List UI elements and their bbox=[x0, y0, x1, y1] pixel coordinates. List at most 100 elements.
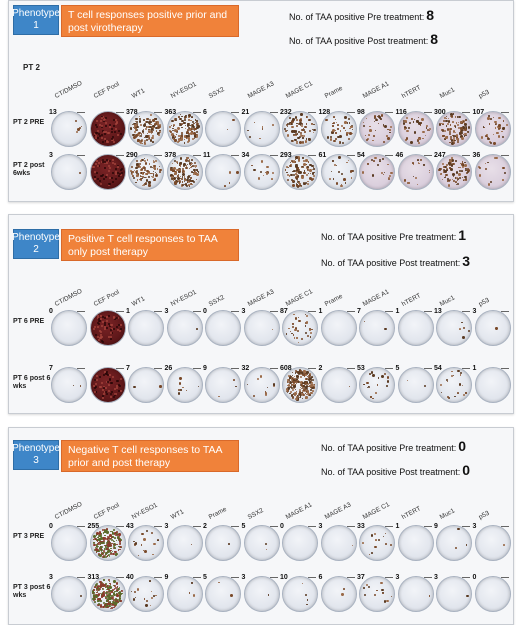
spot bbox=[387, 128, 389, 131]
spot bbox=[185, 165, 188, 167]
spot bbox=[110, 337, 113, 340]
spot bbox=[119, 329, 122, 332]
spot bbox=[489, 140, 492, 143]
spot bbox=[304, 379, 307, 381]
spot bbox=[181, 131, 184, 134]
spot bbox=[115, 119, 118, 122]
spot bbox=[140, 132, 143, 135]
spot bbox=[172, 169, 175, 171]
spot bbox=[93, 589, 95, 591]
spot bbox=[378, 160, 381, 163]
spot bbox=[74, 120, 77, 123]
spot bbox=[290, 129, 294, 133]
spot bbox=[190, 126, 192, 129]
spot bbox=[186, 134, 189, 137]
spot bbox=[178, 138, 181, 142]
column-header: MAGE A1 bbox=[361, 80, 391, 100]
spot bbox=[304, 125, 307, 128]
spot bbox=[105, 381, 108, 384]
spot bbox=[96, 589, 99, 592]
spot-count: 378 bbox=[164, 152, 177, 159]
spot bbox=[352, 544, 354, 546]
spot bbox=[114, 387, 117, 390]
spot bbox=[135, 170, 138, 172]
spot bbox=[102, 555, 105, 558]
spot bbox=[218, 395, 220, 398]
spot bbox=[103, 550, 106, 553]
spot bbox=[487, 117, 490, 120]
well-tick bbox=[269, 112, 278, 113]
spot bbox=[331, 130, 334, 134]
spot bbox=[191, 179, 194, 182]
spot bbox=[114, 591, 116, 593]
spot bbox=[362, 172, 364, 174]
spot bbox=[441, 135, 444, 138]
spot bbox=[185, 136, 188, 139]
spot bbox=[93, 549, 96, 552]
spot bbox=[173, 123, 176, 126]
spot bbox=[172, 174, 175, 177]
spot bbox=[310, 375, 313, 378]
spot bbox=[464, 132, 467, 136]
spot bbox=[111, 605, 113, 607]
spot bbox=[188, 137, 191, 140]
spot bbox=[80, 125, 83, 128]
spot bbox=[115, 593, 118, 595]
spot bbox=[95, 547, 97, 549]
spot bbox=[333, 122, 336, 125]
spot bbox=[505, 123, 508, 126]
spot bbox=[102, 159, 105, 161]
spot bbox=[235, 385, 237, 388]
spot bbox=[460, 170, 463, 173]
spot bbox=[132, 124, 134, 126]
spot bbox=[118, 533, 122, 536]
spot bbox=[93, 171, 96, 174]
spot bbox=[298, 184, 302, 187]
spot bbox=[447, 184, 451, 187]
spot bbox=[143, 166, 146, 169]
spot bbox=[129, 127, 133, 130]
column-header: MAGE A1 bbox=[361, 288, 391, 308]
spot bbox=[297, 159, 301, 162]
spot bbox=[96, 543, 98, 546]
spot bbox=[106, 530, 110, 534]
spot bbox=[103, 167, 106, 170]
column-header: CEF Pool bbox=[92, 80, 121, 100]
spot bbox=[109, 607, 112, 610]
spot bbox=[112, 396, 115, 399]
spot bbox=[292, 395, 295, 398]
spot bbox=[159, 123, 162, 126]
spot bbox=[105, 542, 108, 545]
spot bbox=[191, 543, 193, 545]
spot bbox=[289, 374, 291, 376]
spot bbox=[95, 160, 98, 163]
spot bbox=[425, 135, 427, 137]
spot bbox=[95, 532, 98, 535]
spot bbox=[264, 392, 268, 395]
spot bbox=[428, 169, 430, 171]
spot bbox=[153, 543, 156, 546]
spot-count: 378 bbox=[126, 109, 138, 116]
spot bbox=[172, 175, 175, 177]
spot bbox=[196, 124, 199, 127]
spot bbox=[113, 540, 115, 543]
elispot-well bbox=[359, 576, 395, 612]
spot bbox=[114, 550, 117, 554]
spot bbox=[115, 380, 118, 383]
spot bbox=[115, 122, 118, 125]
spot bbox=[146, 121, 148, 123]
spot bbox=[101, 335, 104, 338]
spot bbox=[148, 123, 150, 125]
spot bbox=[130, 170, 132, 173]
spot bbox=[464, 119, 467, 121]
spot bbox=[103, 583, 105, 585]
spot bbox=[187, 181, 189, 183]
spot bbox=[340, 184, 343, 188]
spot bbox=[97, 536, 99, 539]
spot bbox=[445, 116, 447, 118]
spot bbox=[100, 336, 103, 339]
spot bbox=[193, 164, 197, 168]
elispot-well bbox=[436, 525, 472, 561]
spot bbox=[100, 584, 104, 588]
elispot-well bbox=[282, 310, 318, 346]
